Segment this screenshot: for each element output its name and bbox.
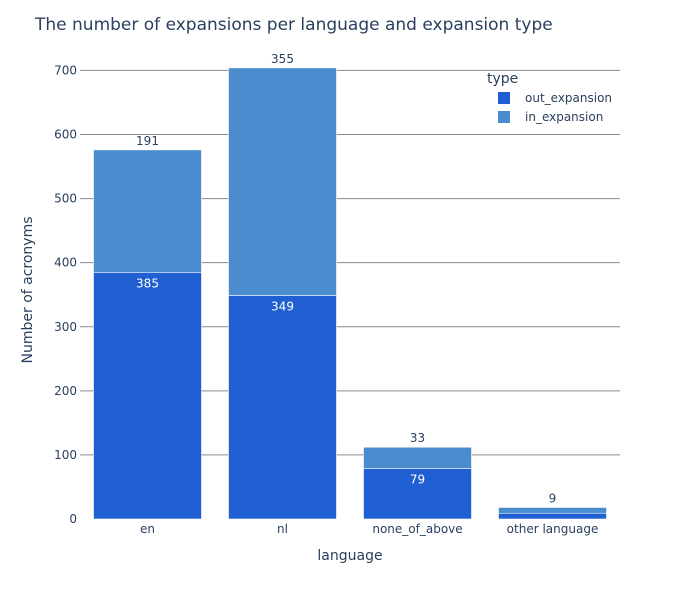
bar-label-in_expansion-1: 355	[271, 52, 294, 66]
bar-in_expansion-3	[498, 507, 607, 514]
y-tick-label: 700	[54, 63, 77, 77]
x-tick-label: en	[140, 522, 155, 536]
bar-label-out_expansion-1: 349	[271, 299, 294, 313]
x-axis-title: language	[317, 548, 382, 564]
y-tick-label: 400	[54, 256, 77, 270]
chart-title: The number of expansions per language an…	[34, 15, 553, 35]
bar-labels: 385 191 349 355 79 33 9	[136, 52, 556, 506]
bar-label-in_expansion-2: 33	[410, 431, 425, 445]
bars	[93, 67, 607, 520]
legend-title: type	[487, 71, 518, 87]
y-axis-title: Number of acronyms	[20, 216, 36, 363]
legend: type out_expansion in_expansion	[487, 71, 612, 124]
bar-out_expansion-3	[498, 512, 607, 520]
y-tick-label: 0	[69, 512, 77, 526]
y-tick-label: 300	[54, 320, 77, 334]
bar-in_expansion-1	[228, 67, 337, 296]
y-tick-label: 500	[54, 192, 77, 206]
legend-label-out_expansion: out_expansion	[525, 91, 612, 105]
x-tick-label: none_of_above	[372, 522, 462, 536]
x-tick-label: other language	[507, 522, 599, 536]
bar-label-out_expansion-2: 79	[410, 472, 425, 486]
bar-out_expansion-1	[228, 295, 337, 520]
x-tick-label: nl	[277, 522, 288, 536]
legend-swatch-in_expansion	[498, 111, 510, 123]
legend-swatch-out_expansion	[498, 92, 510, 104]
y-tick-label: 100	[54, 448, 77, 462]
y-tick-label: 600	[54, 128, 77, 142]
y-tick-label: 200	[54, 384, 77, 398]
bar-label-in_expansion-3: 9	[549, 491, 557, 505]
bar-label-in_expansion-0: 191	[136, 134, 159, 148]
bar-label-out_expansion-0: 385	[136, 276, 159, 290]
bar-in_expansion-0	[93, 149, 202, 273]
legend-label-in_expansion: in_expansion	[525, 110, 603, 124]
bar-in_expansion-2	[363, 446, 472, 469]
axes: 0 100 200 300 400 500 600 700 en nl none_of_above o…	[54, 63, 598, 536]
bar-out_expansion-2	[363, 468, 472, 520]
bar-out_expansion-0	[93, 271, 202, 520]
